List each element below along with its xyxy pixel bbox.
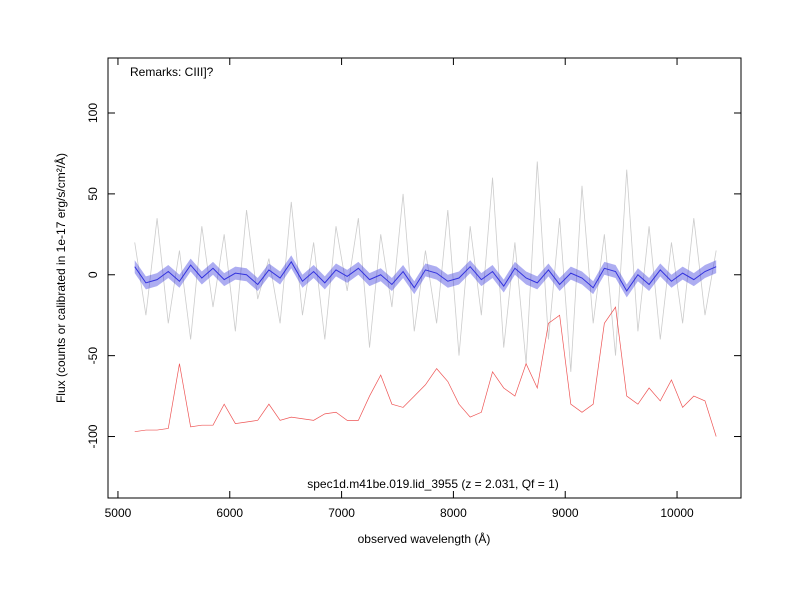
- annotation: Remarks: CIII]?: [130, 65, 214, 79]
- smoothed-line: [134, 260, 717, 292]
- x-tick-label: 6000: [216, 506, 243, 520]
- x-tick-label: 8000: [440, 506, 467, 520]
- smoothed-error-band: [134, 255, 717, 298]
- x-tick-label: 10000: [660, 506, 694, 520]
- caption: spec1d.m41be.019.lid_3955 (z = 2.031, Qf…: [307, 477, 559, 491]
- y-tick-label: 50: [86, 187, 100, 201]
- x-axis-label: observed wavelength (Å): [358, 531, 491, 546]
- x-tick-label: 7000: [328, 506, 355, 520]
- y-tick-label: -100: [86, 424, 100, 448]
- y-axis-label: Flux (counts or calibrated in 1e-17 erg/…: [53, 153, 68, 403]
- y-tick-label: 0: [86, 271, 100, 278]
- flux-line: [134, 161, 717, 372]
- plot-frame: [107, 57, 742, 499]
- y-tick-label: -50: [86, 347, 100, 365]
- y-tick-label: 100: [86, 103, 100, 123]
- x-tick-label: 9000: [552, 506, 579, 520]
- sky-line: [134, 306, 717, 437]
- x-tick-label: 5000: [105, 506, 132, 520]
